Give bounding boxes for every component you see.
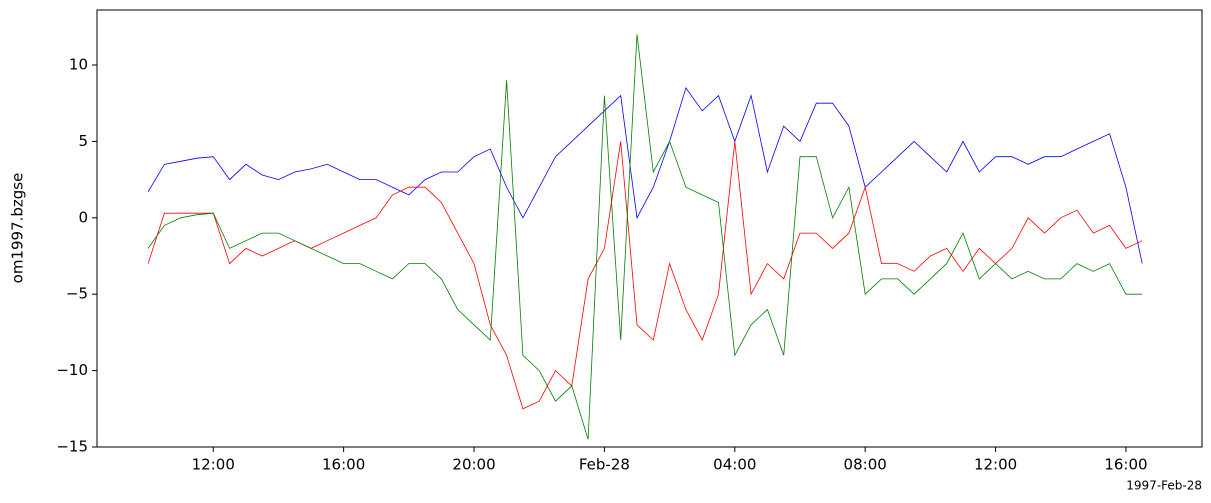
x-tick-label: 12:00 — [192, 456, 235, 474]
x-tick-label: 04:00 — [713, 456, 756, 474]
x-tick-label: 20:00 — [452, 456, 495, 474]
y-tick-label: 10 — [69, 56, 88, 74]
y-tick-label: 5 — [78, 132, 88, 150]
y-tick-label: −10 — [56, 361, 88, 379]
data-line — [147, 87, 1143, 264]
x-tick-label: 16:00 — [322, 456, 365, 474]
y-tick-label: −15 — [56, 438, 88, 456]
data-line — [147, 34, 1143, 440]
y-tick-label: −5 — [66, 285, 88, 303]
y-axis-label: om1997.bzgse — [9, 173, 27, 284]
x-tick-label: 12:00 — [974, 456, 1017, 474]
x-tick-label: 08:00 — [844, 456, 887, 474]
data-line — [147, 141, 1143, 410]
plot-frame — [96, 9, 1203, 448]
y-tick-label: 0 — [78, 208, 88, 226]
x-tick-label: Feb-28 — [579, 456, 630, 474]
offset-label: 1997-Feb-28 — [1126, 479, 1202, 493]
x-tick-label: 16:00 — [1104, 456, 1147, 474]
